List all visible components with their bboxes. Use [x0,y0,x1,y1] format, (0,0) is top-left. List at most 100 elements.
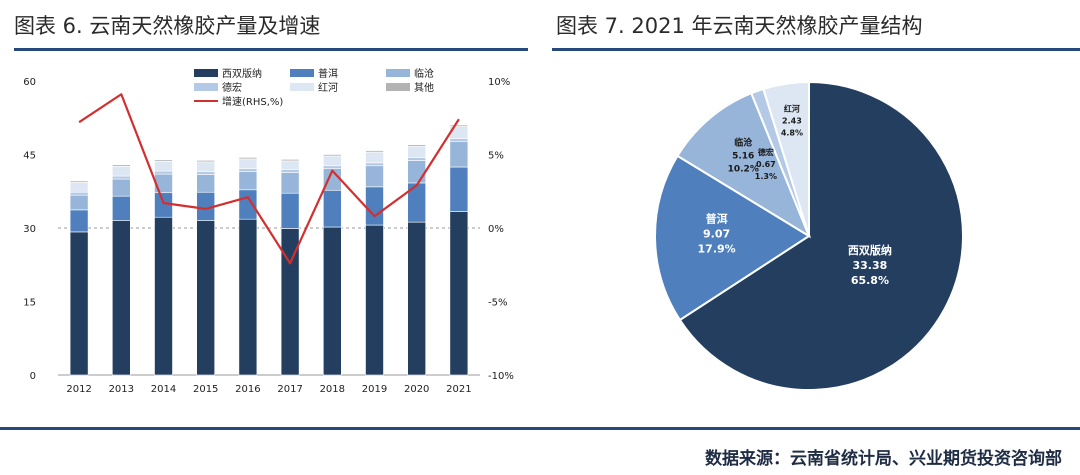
footer-rule [0,427,1080,430]
bar-segment [322,155,342,167]
production-structure-pie: 西双版纳 33.38 65.8% 普洱 9.07 17.9% 临沧 5.16 10.2% 德宏 0.… [654,80,964,391]
pie-slice-name: 德宏 [758,147,774,157]
right-title-rule [552,48,1080,51]
x-tick-label: 2018 [320,384,345,395]
growth-rate-line [78,93,460,265]
x-tick-label: 2019 [362,384,387,395]
bar-segment [196,171,215,175]
bar-segment [365,150,384,153]
pie-slice-name: 红河 [784,103,800,113]
pie-slice-name: 普洱 [706,211,728,225]
bar-segment [154,216,173,376]
legend-label: 红河 [318,81,338,94]
pie-slice-name: 西双版纳 [848,243,892,257]
bar-segment [322,226,342,376]
bar-segment [449,211,469,376]
bar-segment [154,173,173,194]
bar-segment [69,180,89,183]
legend-label: 增速(RHS,%) [222,95,283,108]
bar-segment [112,175,131,180]
bar-segment [238,168,258,172]
y-tick-label: 45 [23,151,36,162]
bar-segment [238,189,258,220]
y2-tick-label: -5% [488,298,507,309]
bar-segment [112,195,131,221]
pie-slice-percent: 10.2% [728,165,759,175]
bar-segment [407,160,427,184]
left-chart-title: 图表 6. 云南天然橡胶产量及增速 [14,14,321,38]
bar-segment [238,157,258,160]
x-tick-label: 2012 [66,384,91,395]
bar-segment [112,220,131,376]
bar-segment [154,170,173,175]
bar-segment [196,174,215,193]
pie-slice-percent: 17.9% [698,242,736,255]
pie-slice-value: 9.07 [703,227,730,240]
bar-segment [280,172,300,194]
bar-segment [112,164,131,167]
y-tick-label: 0 [30,371,36,382]
x-tick-label: 2014 [151,384,176,395]
bar-segment [449,141,469,168]
bar-segment [69,182,89,193]
x-tick-label: 2017 [277,384,302,395]
bar-segment [365,151,384,164]
pie-slice-value: 5.16 [732,152,754,162]
pie-slice-value: 33.38 [853,259,888,272]
data-source-note: 数据来源：云南省统计局、兴业期货投资咨询部 [705,449,1062,469]
bar-segment [322,165,342,170]
bar-segment [69,194,89,211]
pie-slice [676,91,812,239]
pie-slice [654,154,811,322]
bar-segment [365,186,384,226]
bar-segment [196,160,215,163]
legend-swatch [386,83,410,91]
y-tick-label: 30 [23,224,36,235]
bar-segment [69,191,89,196]
pie-slice-percent: 1.3% [755,172,777,181]
bar-segment [322,189,342,228]
bar-segment [365,224,384,376]
legend-label: 德宏 [222,81,242,94]
legend-label: 临沧 [414,67,434,80]
bar-segment [322,154,342,157]
bar-segment [365,162,384,167]
bar-segment [154,159,173,162]
bar-segment [449,166,469,212]
bar-segment [280,160,300,170]
pie-slice-name: 临沧 [734,137,753,149]
bar-segment [280,192,300,229]
legend-swatch [194,83,218,91]
y2-tick-label: -10% [488,371,514,382]
pie-slice-value: 0.67 [756,160,776,169]
bar-segment [69,209,89,233]
bar-segment [196,161,215,172]
bar-segment [280,169,300,173]
bar-segment [449,124,469,127]
y2-tick-label: 10% [488,77,510,88]
production-growth-chart: 0 15 30 45 60 -10% -5% 0% 5% 10% 2012 2013 2014 2015 2… [23,67,514,395]
bar-segment [407,144,427,147]
x-tick-label: 2013 [109,384,134,395]
bar-segment [69,231,89,376]
bar-segment [238,218,258,376]
x-tick-label: 2015 [193,384,218,395]
y-tick-label: 15 [23,298,36,309]
bar-segment [112,178,131,197]
legend-swatch [386,69,410,77]
bar-segment [238,158,258,170]
bar-segment [407,221,427,376]
bar-segment [449,138,469,143]
pie-slice-percent: 4.8% [781,128,803,137]
pie-slice-value: 2.43 [782,116,802,125]
bar-segment [238,171,258,191]
legend-swatch [290,83,314,91]
right-chart-title: 图表 7. 2021 年云南天然橡胶产量结构 [556,14,923,38]
pie-slice [762,80,810,237]
bar-segment [196,220,215,376]
y2-tick-label: 5% [488,151,504,162]
pie-slice [678,80,964,391]
bar-segment [407,145,427,158]
bar-segment [112,165,131,177]
bar-segment [365,165,384,188]
